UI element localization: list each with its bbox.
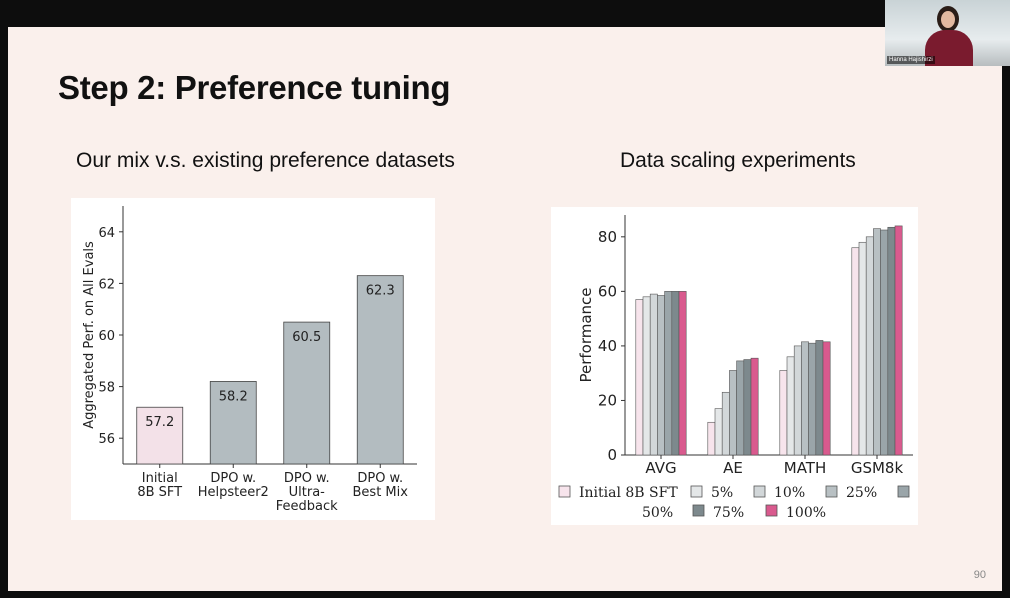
page-number: 90	[973, 569, 986, 581]
left-chart-card: 56 58 60 62 64 Aggregated Perf. on All Evals 5…	[71, 198, 435, 520]
y-tick-label: 0	[607, 446, 617, 464]
presenter-face	[941, 11, 955, 28]
y-tick-label: 58	[98, 381, 115, 396]
bar	[894, 225, 903, 456]
y-tick-label: 62	[98, 277, 115, 292]
bar	[750, 357, 759, 456]
bar	[635, 299, 644, 456]
x-tick-label-line: DPO w.	[210, 471, 256, 486]
legend-swatch	[897, 485, 910, 498]
right-subtitle: Data scaling experiments	[620, 149, 856, 172]
x-tick-label: DPO w. Helpsteer2	[198, 471, 269, 500]
bar	[657, 295, 665, 456]
legend-swatch	[692, 504, 705, 517]
bar	[736, 360, 745, 456]
y-tick-label: 56	[98, 432, 115, 447]
x-tick-label: AE	[723, 459, 743, 477]
bar	[779, 370, 788, 456]
legend-label: 75%	[713, 505, 744, 521]
y-tick-label: 20	[598, 391, 617, 409]
bar	[671, 291, 680, 456]
bar	[873, 228, 881, 456]
legend-label: 10%	[774, 485, 805, 501]
bar-value-label: 60.5	[292, 330, 321, 345]
x-tick-label-line: Helpsteer2	[198, 485, 269, 500]
x-tick-label-line: DPO w.	[284, 471, 330, 486]
y-tick-label: 60	[598, 282, 617, 300]
x-tick-label: GSM8k	[851, 459, 904, 477]
x-tick-label-line: DPO w.	[357, 471, 403, 486]
bar	[707, 421, 716, 456]
bar	[822, 341, 831, 456]
x-tick-label: MATH	[784, 459, 826, 477]
y-tick-label: 40	[598, 337, 617, 355]
bar-value-label: 58.2	[219, 389, 248, 404]
bar	[136, 406, 184, 465]
presenter-name: Hanna Hajishirzi	[887, 56, 935, 64]
bar	[649, 293, 658, 456]
x-tick-label-line: Ultra-	[289, 485, 326, 500]
legend-swatch	[690, 485, 703, 498]
legend-label: 100%	[786, 505, 826, 521]
slide-title: Step 2: Preference tuning	[58, 69, 451, 106]
y-tick-label: 80	[598, 228, 617, 246]
y-tick-label: 64	[98, 226, 115, 241]
x-tick-label: DPO w. Ultra-Feedback	[276, 471, 338, 514]
legend-swatch	[753, 485, 766, 498]
bar	[729, 370, 737, 456]
legend-swatch	[825, 485, 838, 498]
bar	[808, 342, 817, 456]
legend-label: 25%	[846, 485, 877, 501]
left-subtitle: Our mix v.s. existing preference dataset…	[76, 149, 455, 172]
bar	[642, 296, 651, 456]
right-chart-card: 0 20 40 60 80 Performance AVG AE MATH GSM8k Initia…	[551, 207, 918, 525]
bar	[793, 345, 802, 456]
bar	[801, 341, 809, 456]
x-tick-label-line: Feedback	[276, 499, 338, 514]
bar	[887, 226, 896, 456]
legend-label: 50%	[642, 505, 673, 521]
legend-swatch	[765, 504, 778, 517]
bar	[209, 381, 257, 465]
legend-label: 5%	[711, 485, 733, 501]
x-tick-label-line: 8B SFT	[137, 485, 182, 500]
bar-value-label: 57.2	[145, 415, 174, 430]
bar	[664, 291, 673, 456]
legend-label: Initial 8B SFT	[579, 485, 678, 501]
legend-swatch	[558, 485, 571, 498]
x-tick-label-line: Best Mix	[353, 485, 409, 500]
bar	[743, 359, 752, 456]
x-tick-label: Initial 8B SFT	[137, 471, 182, 500]
bar	[678, 291, 687, 456]
x-tick-label: DPO w. Best Mix	[353, 471, 409, 500]
data-scaling-chart: 0 20 40 60 80 Performance AVG AE MATH GSM8k Initia…	[558, 215, 913, 521]
bar	[865, 236, 874, 456]
bar	[880, 229, 889, 456]
bar	[815, 340, 824, 456]
bar	[786, 356, 795, 456]
bar-value-label: 62.3	[366, 284, 395, 299]
x-tick-label: AVG	[645, 459, 676, 477]
y-tick-label: 60	[98, 329, 115, 344]
bar	[721, 391, 730, 456]
y-axis-label: Performance	[577, 287, 595, 382]
webcam-video: Hanna Hajishirzi	[885, 0, 1010, 66]
x-tick-label-line: Initial	[142, 471, 178, 486]
bar	[283, 321, 331, 465]
bar	[714, 408, 723, 456]
bar	[858, 241, 867, 456]
bar	[356, 275, 404, 465]
bar	[851, 247, 860, 456]
y-axis-label: Aggregated Perf. on All Evals	[82, 241, 97, 429]
